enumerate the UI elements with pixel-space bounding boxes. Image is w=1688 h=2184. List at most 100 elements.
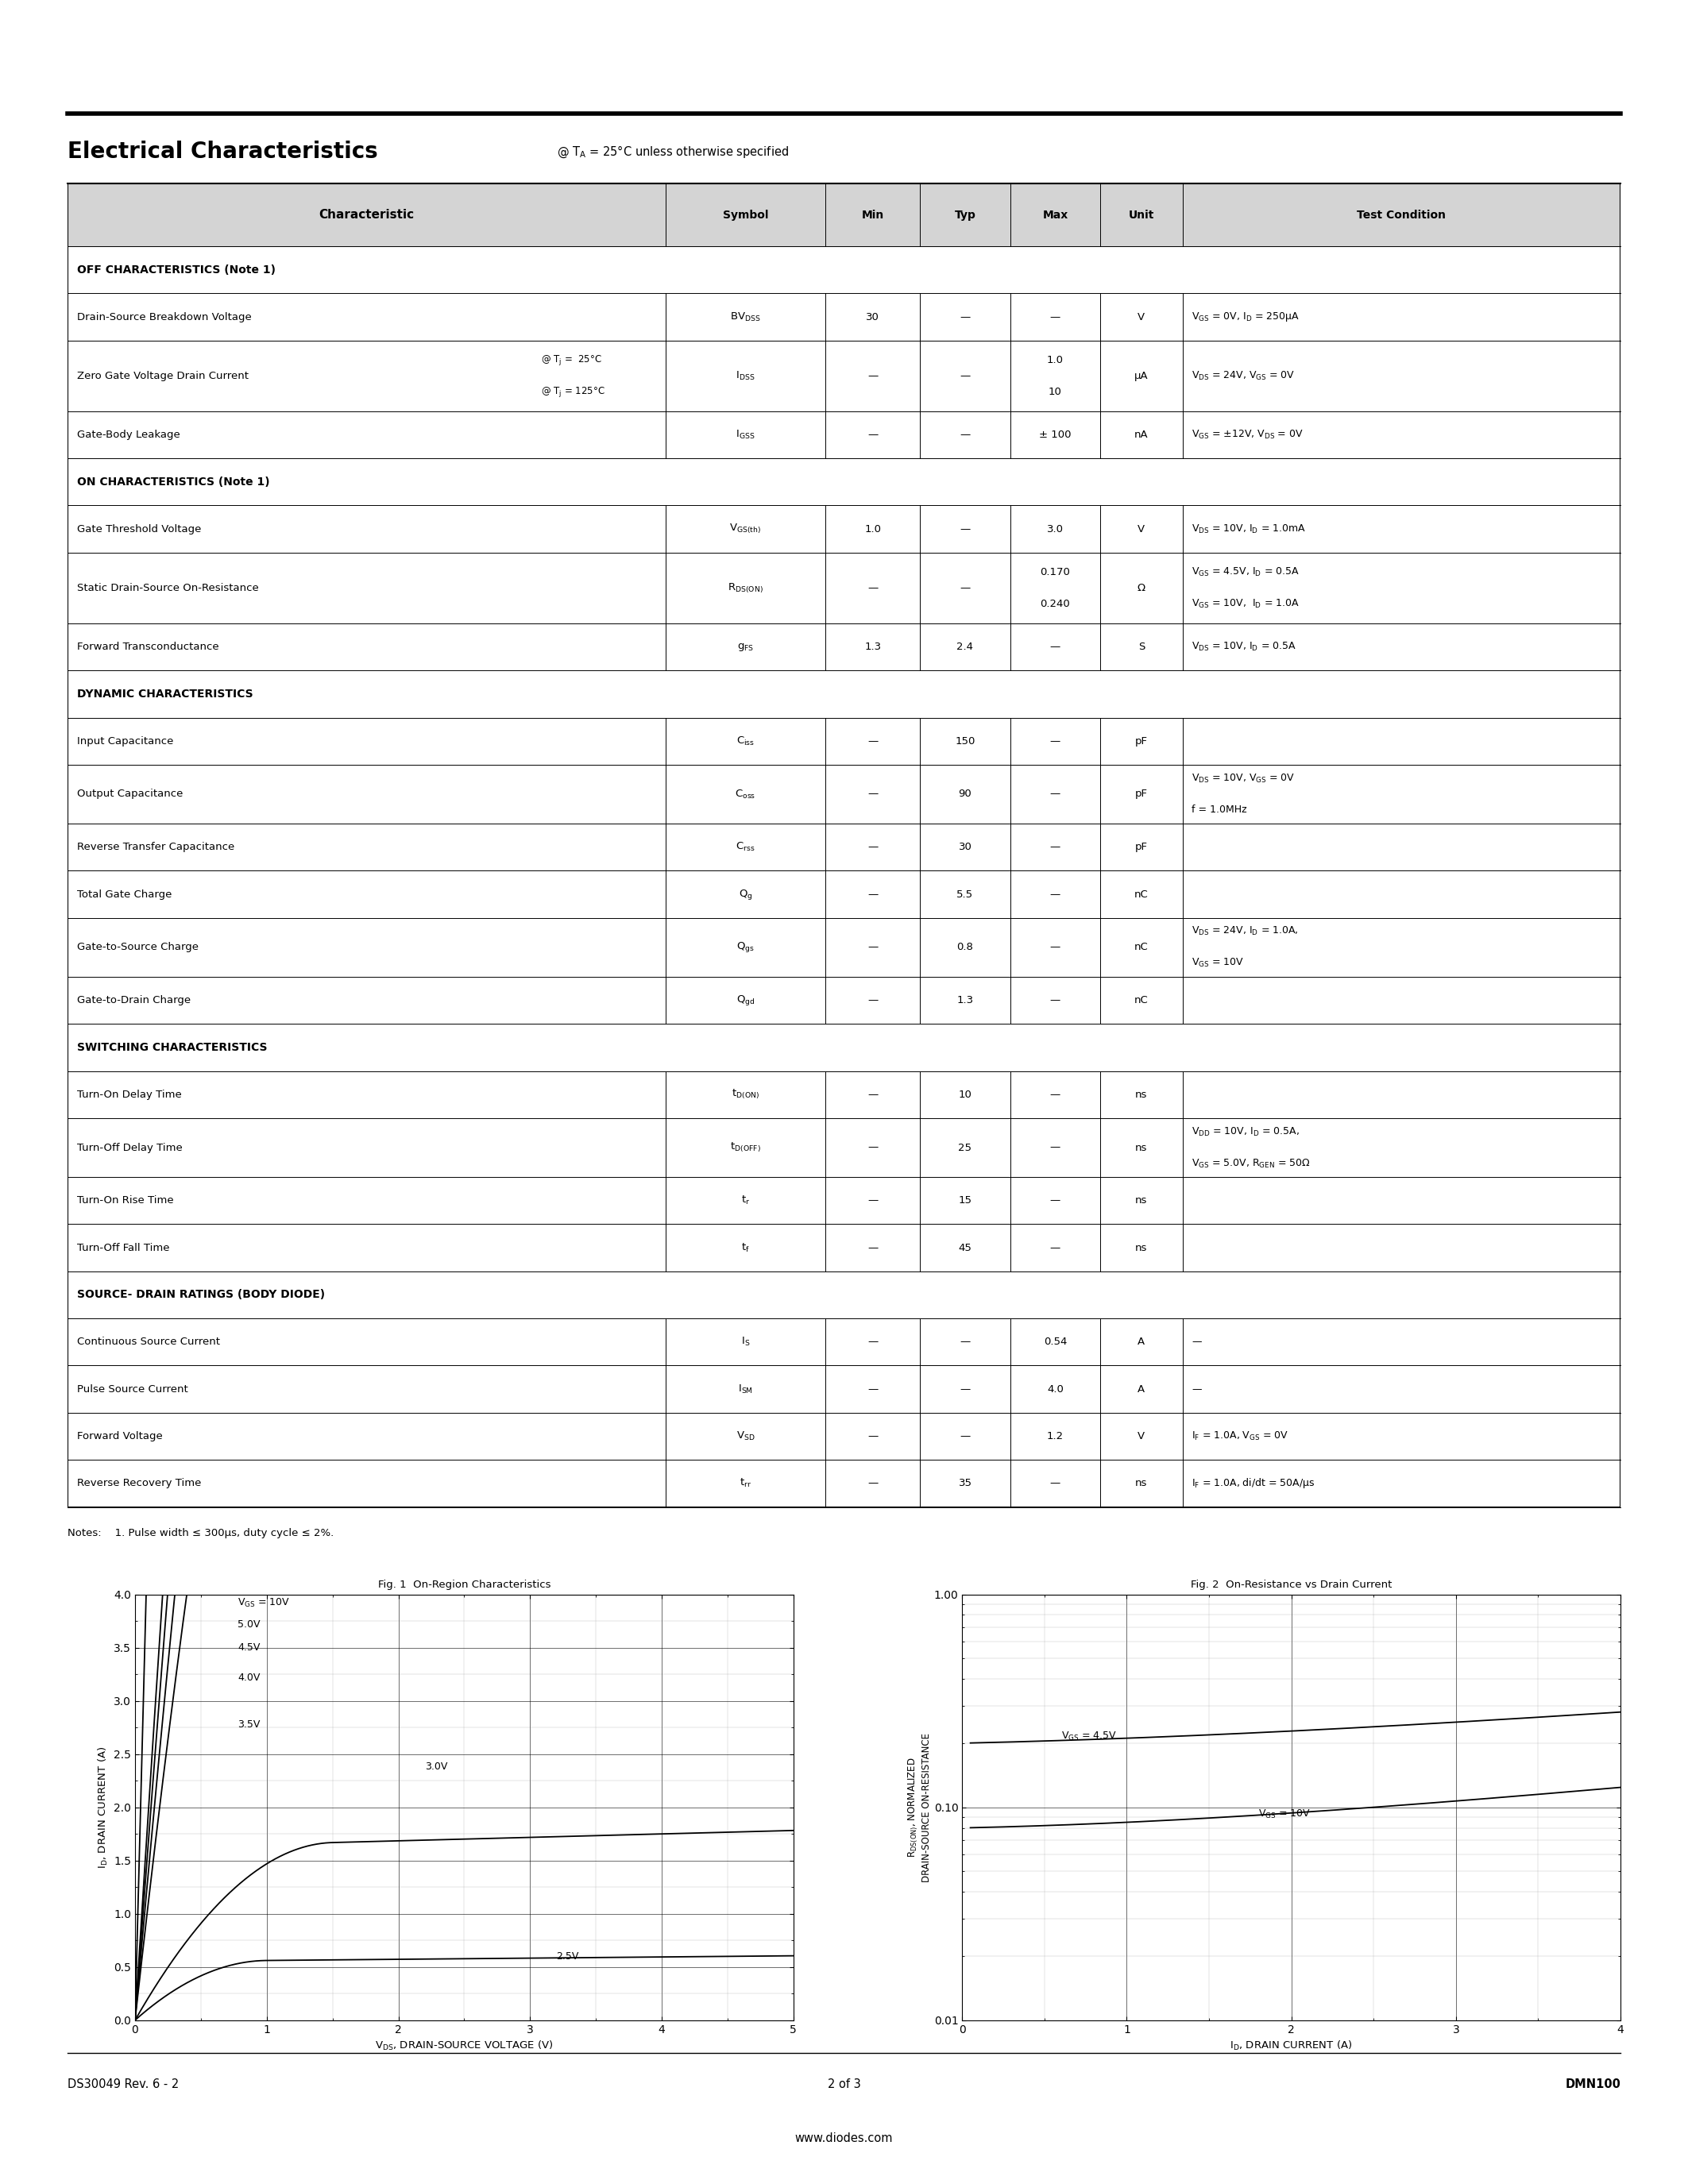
Text: Characteristic: Characteristic	[319, 210, 414, 221]
Text: Q$_{gd}$: Q$_{gd}$	[736, 994, 755, 1007]
Text: 10: 10	[959, 1090, 972, 1101]
Text: V$_{SD}$: V$_{SD}$	[736, 1431, 755, 1441]
Text: 1.0: 1.0	[864, 524, 881, 535]
Text: f = 1.0MHz: f = 1.0MHz	[1192, 806, 1247, 815]
Text: C$_{rss}$: C$_{rss}$	[736, 841, 755, 854]
Text: 2.4: 2.4	[957, 642, 974, 653]
Text: —: —	[868, 788, 878, 799]
Text: @ T$_{j}$ = 125°C: @ T$_{j}$ = 125°C	[542, 384, 606, 397]
Text: 25: 25	[959, 1142, 972, 1153]
Text: ns: ns	[1136, 1090, 1148, 1101]
Text: —: —	[960, 430, 971, 439]
Text: 4.5V: 4.5V	[238, 1642, 260, 1653]
Text: V$_{DS}$ = 10V, I$_{D}$ = 0.5A: V$_{DS}$ = 10V, I$_{D}$ = 0.5A	[1192, 640, 1296, 653]
Text: —: —	[868, 1090, 878, 1101]
Text: —: —	[1050, 642, 1060, 653]
Text: —: —	[960, 1431, 971, 1441]
Text: 4.0: 4.0	[1047, 1385, 1063, 1393]
Text: Notes:    1. Pulse width ≤ 300μs, duty cycle ≤ 2%.: Notes: 1. Pulse width ≤ 300μs, duty cycl…	[68, 1529, 334, 1538]
Text: 90: 90	[959, 788, 972, 799]
Text: Reverse Recovery Time: Reverse Recovery Time	[78, 1479, 201, 1489]
Text: nC: nC	[1134, 941, 1148, 952]
Text: ON CHARACTERISTICS (Note 1): ON CHARACTERISTICS (Note 1)	[78, 476, 270, 487]
Text: 1.2: 1.2	[1047, 1431, 1063, 1441]
Text: —: —	[868, 941, 878, 952]
Bar	[68, 183, 1620, 247]
Text: —: —	[1192, 1385, 1202, 1393]
Text: V$_{DD}$ = 10V, I$_{D}$ = 0.5A,: V$_{DD}$ = 10V, I$_{D}$ = 0.5A,	[1192, 1125, 1300, 1138]
Text: —: —	[960, 312, 971, 323]
Text: @ T$_A$ = 25°C unless otherwise specified: @ T$_A$ = 25°C unless otherwise specifie…	[557, 144, 788, 159]
Text: —: —	[868, 843, 878, 852]
Text: 1.3: 1.3	[864, 642, 881, 653]
Text: Total Gate Charge: Total Gate Charge	[78, 889, 172, 900]
Text: OFF CHARACTERISTICS (Note 1): OFF CHARACTERISTICS (Note 1)	[78, 264, 275, 275]
Text: t$_{rr}$: t$_{rr}$	[739, 1476, 751, 1489]
Text: Zero Gate Voltage Drain Current: Zero Gate Voltage Drain Current	[78, 371, 248, 380]
Text: Typ: Typ	[954, 210, 976, 221]
Text: V$_{GS(th)}$: V$_{GS(th)}$	[729, 522, 761, 535]
Text: Gate-to-Drain Charge: Gate-to-Drain Charge	[78, 996, 191, 1005]
Text: —: —	[868, 996, 878, 1005]
Text: 30: 30	[959, 843, 972, 852]
Text: Turn-On Rise Time: Turn-On Rise Time	[78, 1195, 174, 1206]
Bar	[68, 50, 405, 57]
Text: V$_{GS}$ = ±12V, V$_{DS}$ = 0V: V$_{GS}$ = ±12V, V$_{DS}$ = 0V	[1192, 428, 1303, 441]
Text: Min: Min	[861, 210, 885, 221]
Text: Turn-On Delay Time: Turn-On Delay Time	[78, 1090, 182, 1101]
Title: Fig. 2  On-Resistance vs Drain Current: Fig. 2 On-Resistance vs Drain Current	[1190, 1579, 1393, 1590]
Text: —: —	[868, 1479, 878, 1489]
Text: 0.8: 0.8	[957, 941, 974, 952]
Text: Q$_{gs}$: Q$_{gs}$	[736, 941, 755, 954]
Text: 0.170: 0.170	[1040, 568, 1070, 577]
Text: —: —	[1050, 941, 1060, 952]
Text: —: —	[868, 1195, 878, 1206]
Text: 3.0V: 3.0V	[425, 1762, 447, 1771]
X-axis label: I$_{D}$, DRAIN CURRENT (A): I$_{D}$, DRAIN CURRENT (A)	[1231, 2040, 1352, 2053]
Text: C$_{oss}$: C$_{oss}$	[734, 788, 756, 799]
Text: Gate-to-Source Charge: Gate-to-Source Charge	[78, 941, 199, 952]
Text: 45: 45	[959, 1243, 972, 1254]
Text: —: —	[868, 1337, 878, 1348]
Text: —: —	[960, 1337, 971, 1348]
Text: Q$_{g}$: Q$_{g}$	[738, 887, 753, 902]
Text: 10: 10	[1048, 387, 1062, 397]
Text: V$_{GS}$ = 4.5V, I$_{D}$ = 0.5A: V$_{GS}$ = 4.5V, I$_{D}$ = 0.5A	[1192, 566, 1300, 579]
Text: Gate-Body Leakage: Gate-Body Leakage	[78, 430, 181, 439]
Text: I$_{GSS}$: I$_{GSS}$	[736, 428, 755, 441]
Text: ns: ns	[1136, 1142, 1148, 1153]
Text: —: —	[960, 371, 971, 380]
Text: —: —	[868, 371, 878, 380]
Text: DS30049 Rev. 6 - 2: DS30049 Rev. 6 - 2	[68, 2079, 179, 2090]
Text: —: —	[868, 583, 878, 594]
X-axis label: V$_{DS}$, DRAIN-SOURCE VOLTAGE (V): V$_{DS}$, DRAIN-SOURCE VOLTAGE (V)	[375, 2040, 554, 2053]
Text: t$_{D(ON)}$: t$_{D(ON)}$	[731, 1088, 760, 1101]
Text: I$_{F}$ = 1.0A, di/dt = 50A/μs: I$_{F}$ = 1.0A, di/dt = 50A/μs	[1192, 1476, 1315, 1489]
Text: Max: Max	[1043, 210, 1069, 221]
Text: pF: pF	[1134, 788, 1148, 799]
Text: www.diodes.com: www.diodes.com	[795, 2132, 893, 2145]
Text: 1.3: 1.3	[957, 996, 974, 1005]
Text: —: —	[1050, 1243, 1060, 1254]
Bar	[51, 68, 422, 74]
Text: $V_{GS}$ = 10V: $V_{GS}$ = 10V	[1259, 1808, 1312, 1819]
Text: t$_{r}$: t$_{r}$	[741, 1195, 749, 1206]
Text: —: —	[868, 736, 878, 747]
Text: —: —	[1050, 788, 1060, 799]
Text: —: —	[1050, 1479, 1060, 1489]
Text: t$_{f}$: t$_{f}$	[741, 1243, 749, 1254]
Text: 0.240: 0.240	[1040, 598, 1070, 609]
Text: 35: 35	[959, 1479, 972, 1489]
Text: —: —	[868, 889, 878, 900]
Text: V: V	[1138, 312, 1144, 323]
Text: 4.0V: 4.0V	[238, 1673, 260, 1682]
Y-axis label: R$_{DS(ON)}$, NORMALIZED
DRAIN-SOURCE ON-RESISTANCE: R$_{DS(ON)}$, NORMALIZED DRAIN-SOURCE ON…	[906, 1732, 932, 1883]
Text: Forward Voltage: Forward Voltage	[78, 1431, 162, 1441]
Text: I$_{SM}$: I$_{SM}$	[738, 1382, 753, 1396]
Text: Electrical Characteristics: Electrical Characteristics	[68, 140, 378, 162]
Text: 0.54: 0.54	[1043, 1337, 1067, 1348]
Text: DYNAMIC CHARACTERISTICS: DYNAMIC CHARACTERISTICS	[78, 688, 253, 699]
Text: SWITCHING CHARACTERISTICS: SWITCHING CHARACTERISTICS	[78, 1042, 267, 1053]
Text: 150: 150	[955, 736, 976, 747]
Text: —: —	[868, 1142, 878, 1153]
